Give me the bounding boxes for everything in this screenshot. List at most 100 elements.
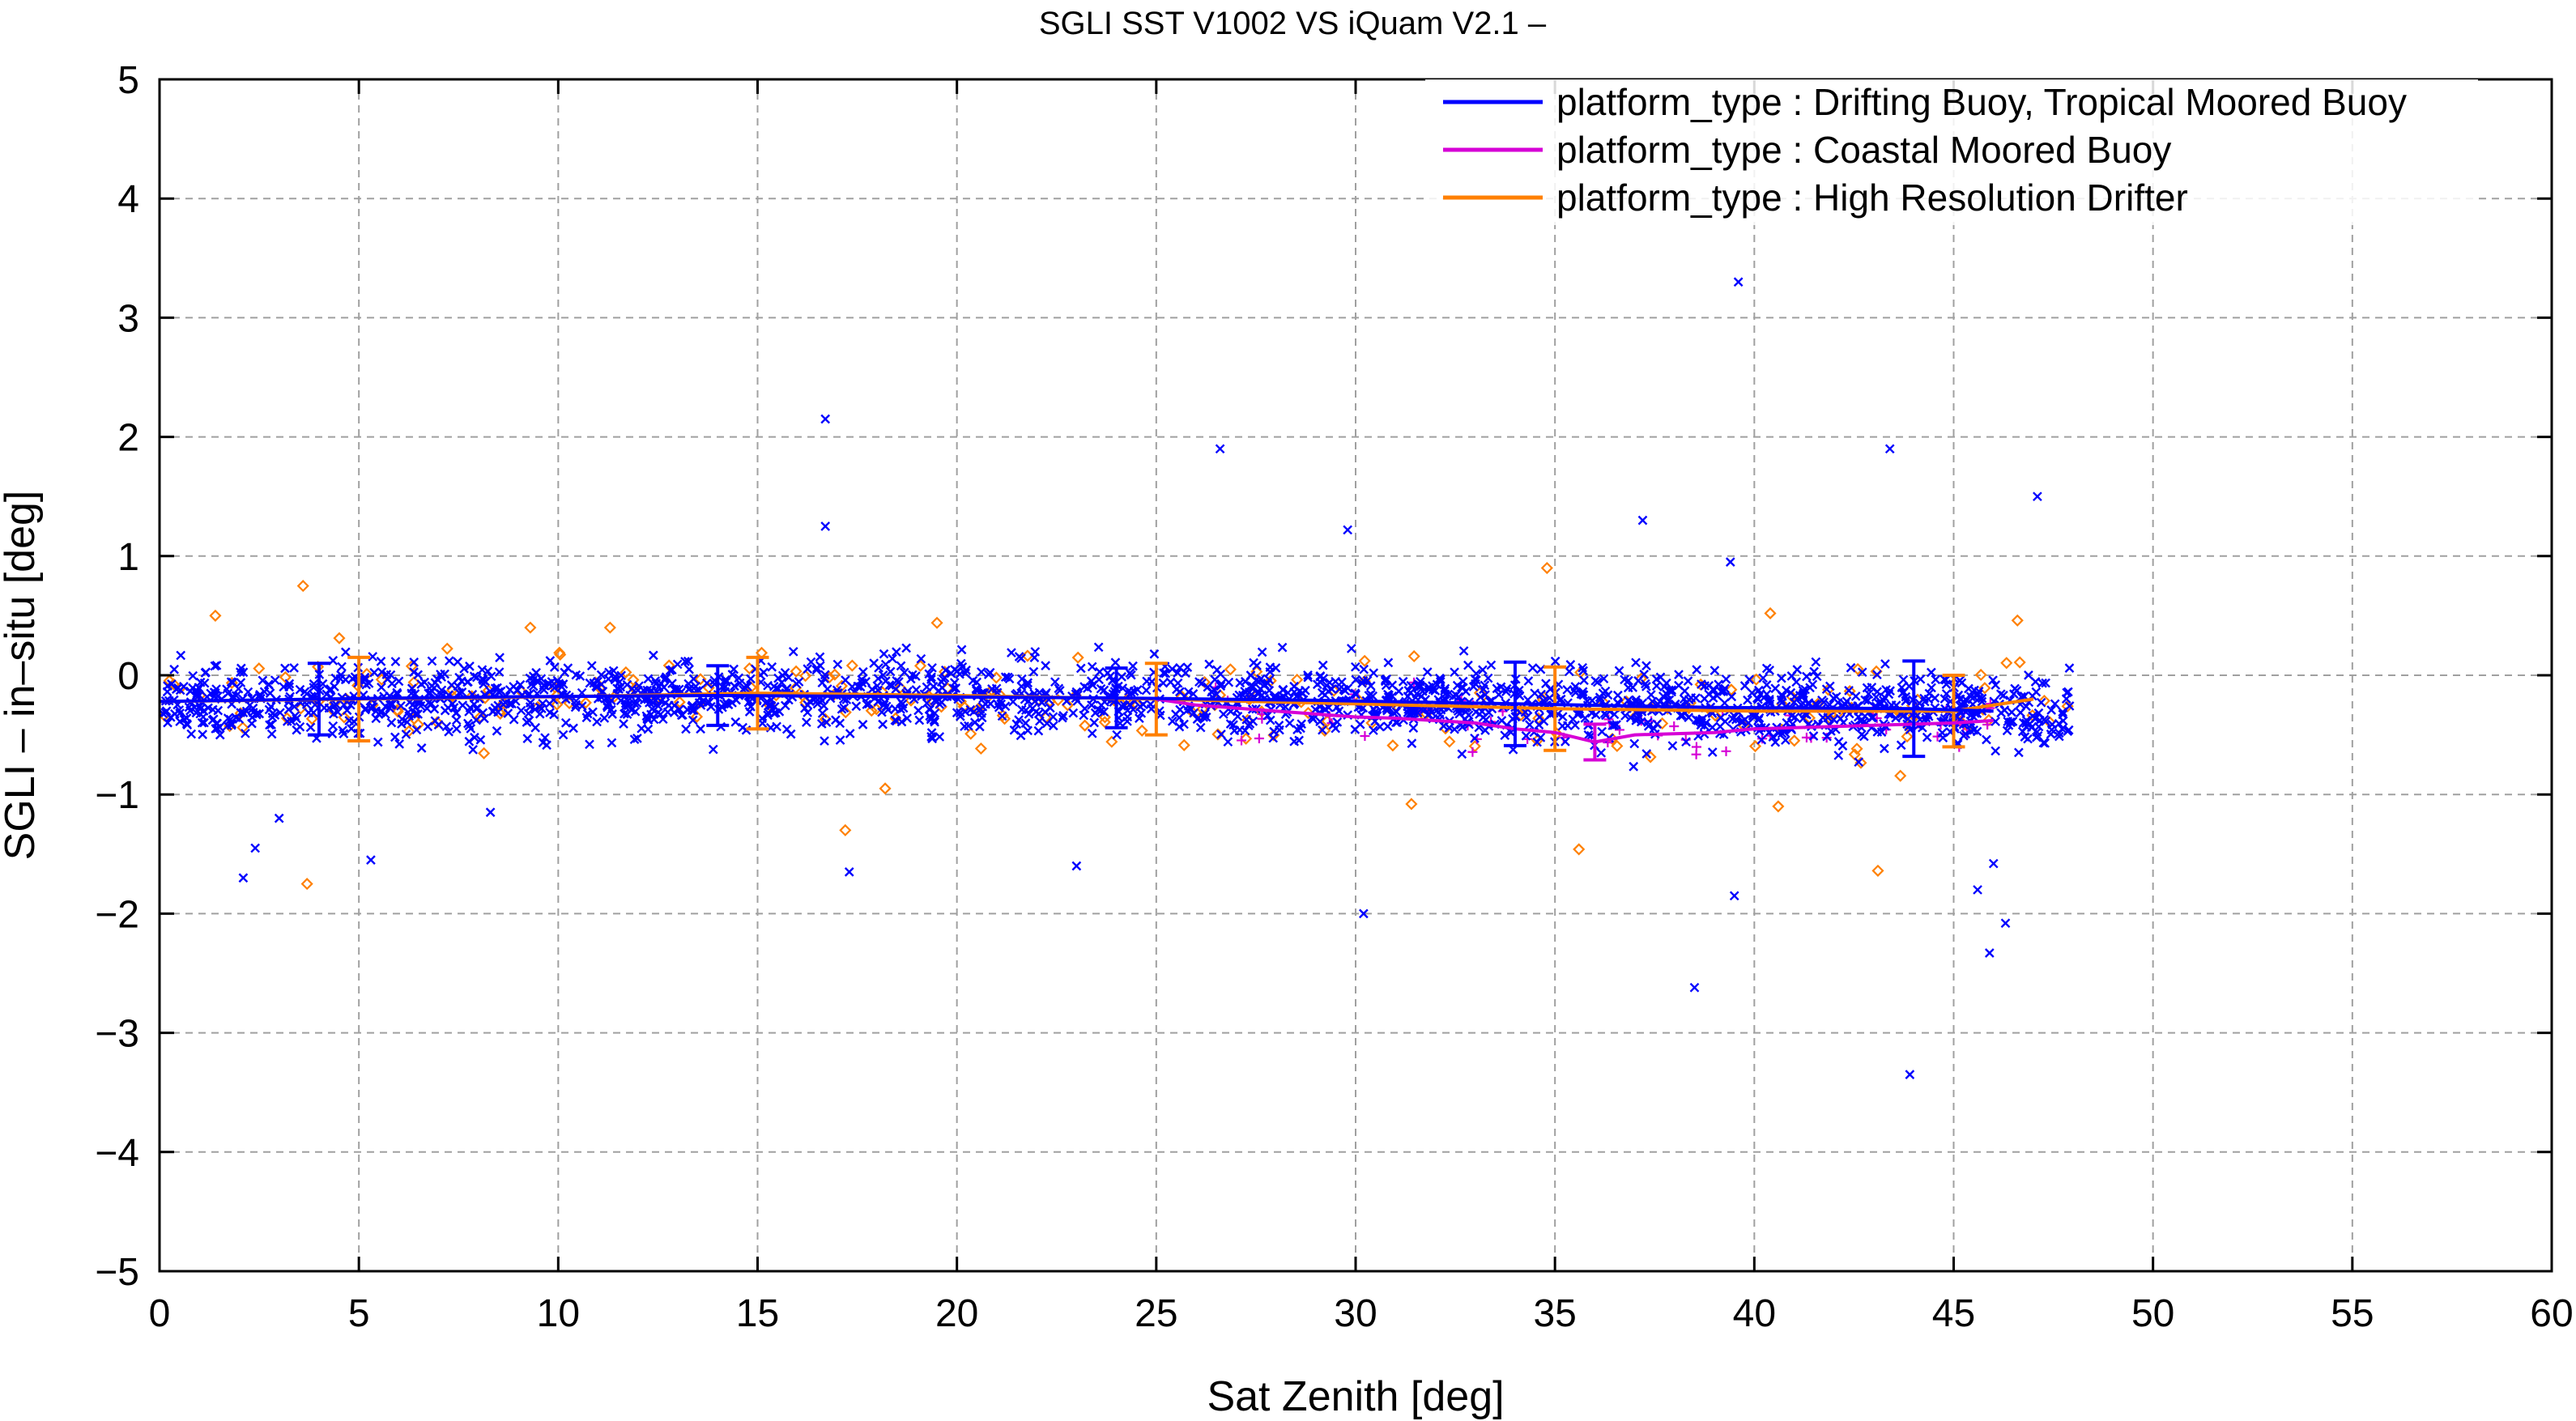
data-point-drifting-buoy xyxy=(175,708,185,718)
data-point-drifting-buoy xyxy=(1984,948,1995,958)
data-point-drifting-buoy xyxy=(401,730,411,739)
data-point-high-resolution-drifter xyxy=(1224,663,1237,676)
data-point-drifting-buoy xyxy=(1435,677,1446,687)
data-point-drifting-buoy xyxy=(211,724,221,734)
data-point-drifting-buoy xyxy=(1141,685,1152,696)
data-point-drifting-buoy xyxy=(472,704,483,713)
data-point-drifting-buoy xyxy=(373,709,384,719)
data-point-drifting-buoy xyxy=(1500,730,1510,741)
data-point-drifting-buoy xyxy=(402,717,412,727)
data-point-drifting-buoy xyxy=(940,665,951,675)
data-point-drifting-buoy xyxy=(270,675,280,685)
data-point-drifting-buoy xyxy=(407,683,417,694)
data-point-drifting-buoy xyxy=(1408,723,1419,733)
data-point-drifting-buoy xyxy=(451,708,462,718)
data-point-drifting-buoy xyxy=(1167,664,1177,674)
y-tick-label: 0 xyxy=(117,655,139,698)
data-point-drifting-buoy xyxy=(1407,738,1417,749)
data-point-drifting-buoy xyxy=(451,724,462,734)
data-point-drifting-buoy xyxy=(1891,713,1901,723)
data-point-drifting-buoy xyxy=(1988,858,1999,869)
x-tick-label: 30 xyxy=(1334,1292,1377,1335)
data-point-drifting-buoy xyxy=(2058,707,2067,717)
data-point-high-resolution-drifter xyxy=(1871,864,1884,877)
data-point-drifting-buoy xyxy=(1249,657,1258,668)
data-point-drifting-buoy xyxy=(817,708,828,718)
data-point-drifting-buoy xyxy=(599,713,610,723)
data-point-drifting-buoy xyxy=(1167,716,1177,726)
data-point-drifting-buoy xyxy=(1664,695,1675,705)
data-point-drifting-buoy xyxy=(1896,740,1906,751)
data-point-high-resolution-drifter xyxy=(694,673,707,686)
data-point-drifting-buoy xyxy=(1277,642,1288,653)
data-point-drifting-buoy xyxy=(289,701,300,712)
data-point-drifting-buoy xyxy=(1977,696,1987,707)
data-point-drifting-buoy xyxy=(1786,711,1797,721)
data-point-drifting-buoy xyxy=(1391,707,1402,717)
data-point-drifting-buoy xyxy=(822,684,832,694)
data-point-drifting-buoy xyxy=(1695,716,1705,726)
data-point-drifting-buoy xyxy=(1450,667,1459,678)
data-point-drifting-buoy xyxy=(1492,683,1502,694)
data-point-drifting-buoy xyxy=(660,698,671,708)
data-point-drifting-buoy xyxy=(368,702,378,712)
data-point-drifting-buoy xyxy=(411,708,421,719)
data-point-drifting-buoy xyxy=(1223,737,1233,747)
data-point-drifting-buoy xyxy=(815,652,825,662)
data-point-drifting-buoy xyxy=(1535,712,1544,722)
data-point-drifting-buoy xyxy=(531,667,541,678)
data-point-drifting-buoy xyxy=(280,663,290,674)
data-point-drifting-buoy xyxy=(1915,674,1926,684)
data-point-drifting-buoy xyxy=(845,729,855,738)
data-point-drifting-buoy xyxy=(1965,691,1976,702)
data-point-drifting-buoy xyxy=(1844,686,1854,696)
data-point-drifting-buoy xyxy=(1477,707,1488,717)
data-point-drifting-buoy xyxy=(1940,674,1951,685)
data-point-drifting-buoy xyxy=(234,714,245,724)
data-point-drifting-buoy xyxy=(2012,685,2022,696)
y-tick-label: −1 xyxy=(95,774,139,817)
data-point-drifting-buoy xyxy=(1308,714,1318,725)
data-point-drifting-buoy xyxy=(1375,721,1385,732)
data-point-drifting-buoy xyxy=(419,677,430,687)
y-tick-label: 3 xyxy=(117,297,139,340)
data-point-drifting-buoy xyxy=(911,671,921,681)
data-point-high-resolution-drifter xyxy=(1211,728,1224,741)
data-point-drifting-buoy xyxy=(815,661,825,671)
data-point-drifting-buoy xyxy=(163,717,172,728)
data-point-drifting-buoy xyxy=(873,674,884,683)
data-point-drifting-buoy xyxy=(198,730,208,739)
data-point-drifting-buoy xyxy=(403,707,413,717)
data-point-drifting-buoy xyxy=(1798,686,1808,696)
data-point-drifting-buoy xyxy=(1318,660,1328,670)
data-point-drifting-buoy xyxy=(1578,687,1588,697)
data-point-drifting-buoy xyxy=(490,703,500,713)
data-point-drifting-buoy xyxy=(568,723,578,734)
data-point-drifting-buoy xyxy=(1149,649,1160,659)
data-point-drifting-buoy xyxy=(1009,725,1020,735)
data-point-drifting-buoy xyxy=(1122,716,1132,726)
data-point-drifting-buoy xyxy=(1837,741,1848,751)
data-point-drifting-buoy xyxy=(1700,681,1710,691)
data-point-high-resolution-drifter xyxy=(1071,651,1084,664)
data-point-drifting-buoy xyxy=(1094,674,1104,685)
data-point-drifting-buoy xyxy=(1215,444,1225,454)
data-point-high-resolution-drifter xyxy=(300,878,313,891)
data-point-high-resolution-drifter xyxy=(620,666,632,679)
data-point-drifting-buoy xyxy=(1117,672,1126,682)
data-point-drifting-buoy xyxy=(1071,861,1082,871)
data-point-drifting-buoy xyxy=(1444,722,1454,733)
data-point-drifting-buoy xyxy=(730,681,739,691)
data-point-drifting-buoy xyxy=(1674,670,1684,680)
x-tick-label: 25 xyxy=(1135,1292,1177,1335)
data-point-drifting-buoy xyxy=(330,673,341,683)
data-point-high-resolution-drifter xyxy=(236,721,249,734)
data-point-drifting-buoy xyxy=(926,674,936,684)
data-point-drifting-buoy xyxy=(759,667,769,678)
data-point-drifting-buoy xyxy=(1461,687,1471,696)
data-point-drifting-buoy xyxy=(926,732,936,742)
data-point-high-resolution-drifter xyxy=(2011,614,2024,627)
data-point-drifting-buoy xyxy=(558,730,568,740)
data-point-drifting-buoy xyxy=(784,672,794,683)
data-point-drifting-buoy xyxy=(922,698,932,708)
